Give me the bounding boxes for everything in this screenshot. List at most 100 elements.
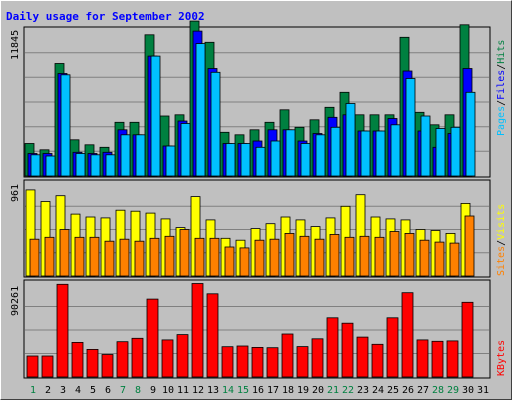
bar-pages-day-5 (90, 154, 101, 177)
day-label: 20 (312, 385, 324, 396)
day-label: 9 (150, 385, 156, 396)
legend-hits: Hits (496, 40, 507, 64)
bar-pages-day-3 (60, 74, 71, 177)
day-label: 29 (447, 385, 459, 396)
bar-pages-day-2 (45, 155, 56, 177)
bar-pages-day-17 (270, 140, 281, 177)
legend-sep-2: / (496, 64, 507, 70)
bar-kbytes-day-21 (326, 317, 339, 378)
bar-sites-day-30 (464, 215, 475, 277)
bar-kbytes-day-25 (386, 317, 399, 378)
bar-kbytes-day-23 (356, 336, 369, 378)
bar-kbytes-day-22 (341, 322, 354, 378)
bar-sites-day-10 (164, 235, 175, 277)
bar-sites-day-19 (299, 235, 310, 277)
bar-sites-day-21 (329, 233, 340, 277)
bar-kbytes-day-3 (56, 283, 69, 378)
bar-sites-day-14 (224, 246, 235, 277)
bar-kbytes-day-8 (131, 337, 144, 378)
day-label: 30 (462, 385, 474, 396)
bars (24, 20, 476, 378)
bar-pages-day-1 (30, 154, 41, 177)
bar-kbytes-day-9 (146, 298, 159, 378)
bar-sites-day-26 (404, 232, 415, 277)
day-label: 23 (357, 385, 369, 396)
bar-sites-day-20 (314, 238, 325, 277)
day-label: 12 (192, 385, 204, 396)
bar-sites-day-23 (359, 235, 370, 277)
bar-kbytes-day-14 (221, 346, 234, 378)
chart-title: Daily usage for September 2002 (6, 10, 205, 23)
bar-pages-day-27 (420, 115, 431, 177)
bar-kbytes-day-26 (401, 292, 414, 378)
top-legend: Pages/Files/Hits (496, 40, 507, 136)
bar-pages-day-16 (255, 146, 266, 177)
legend-visits: Visits (496, 204, 507, 240)
bottom-ymax-label: 90261 (10, 286, 21, 316)
bar-sites-day-12 (194, 237, 205, 277)
day-label: 18 (282, 385, 294, 396)
bar-sites-day-6 (104, 240, 115, 277)
bar-kbytes-day-15 (236, 345, 249, 378)
bar-pages-day-29 (450, 126, 461, 177)
bar-pages-day-8 (135, 134, 146, 177)
bar-sites-day-16 (254, 239, 265, 277)
bar-kbytes-day-20 (311, 338, 324, 378)
bar-sites-day-11 (179, 229, 190, 277)
bar-pages-day-7 (120, 134, 131, 177)
bar-kbytes-day-13 (206, 293, 219, 378)
day-label: 14 (222, 385, 234, 396)
bar-pages-day-12 (195, 43, 206, 177)
bar-kbytes-day-4 (71, 341, 84, 378)
bar-pages-day-13 (210, 71, 221, 177)
bar-pages-day-11 (180, 123, 191, 177)
bar-pages-day-21 (330, 126, 341, 177)
bar-pages-day-19 (300, 143, 311, 177)
bar-pages-day-6 (105, 154, 116, 177)
bar-sites-day-25 (389, 231, 400, 277)
day-label: 2 (45, 385, 51, 396)
legend-files: Files (496, 70, 507, 100)
legend-sep-3: / (496, 240, 507, 246)
bar-kbytes-day-2 (41, 355, 54, 378)
day-label: 15 (237, 385, 249, 396)
bar-pages-day-30 (465, 91, 476, 177)
day-label: 7 (120, 385, 126, 396)
bar-kbytes-day-12 (191, 283, 204, 378)
day-label: 17 (267, 385, 279, 396)
day-label: 21 (327, 385, 339, 396)
day-label: 22 (342, 385, 354, 396)
bar-sites-day-29 (449, 242, 460, 277)
day-label: 5 (90, 385, 96, 396)
day-label: 3 (60, 385, 66, 396)
legend-sep-1: / (496, 100, 507, 106)
bar-sites-day-13 (209, 237, 220, 277)
day-label: 25 (387, 385, 399, 396)
day-label: 24 (372, 385, 384, 396)
bar-kbytes-day-1 (26, 355, 39, 378)
bar-sites-day-3 (59, 229, 70, 277)
bar-sites-day-17 (269, 238, 280, 277)
day-label: 6 (105, 385, 111, 396)
bar-kbytes-day-11 (176, 334, 189, 378)
bar-sites-day-18 (284, 232, 295, 277)
bar-sites-day-28 (434, 241, 445, 277)
day-labels: 1 2 3 4 5 6 7 8 9 10 11 12 13 14 15 16 17 18 19 20 21 22 23 24 2… (30, 385, 489, 396)
bar-pages-day-28 (435, 128, 446, 177)
day-label: 10 (162, 385, 174, 396)
bar-sites-day-24 (374, 236, 385, 277)
bar-sites-day-2 (44, 236, 55, 277)
day-label: 11 (177, 385, 189, 396)
bar-pages-day-22 (345, 103, 356, 177)
day-label: 27 (417, 385, 429, 396)
day-label: 31 (477, 385, 489, 396)
day-label: 8 (135, 385, 141, 396)
bar-kbytes-day-17 (266, 347, 279, 378)
bar-sites-day-5 (89, 236, 100, 277)
legend-sites: Sites (496, 246, 507, 276)
bar-kbytes-day-5 (86, 348, 99, 378)
bar-kbytes-day-6 (101, 354, 114, 378)
top-ymax-label: 11845 (10, 30, 21, 60)
